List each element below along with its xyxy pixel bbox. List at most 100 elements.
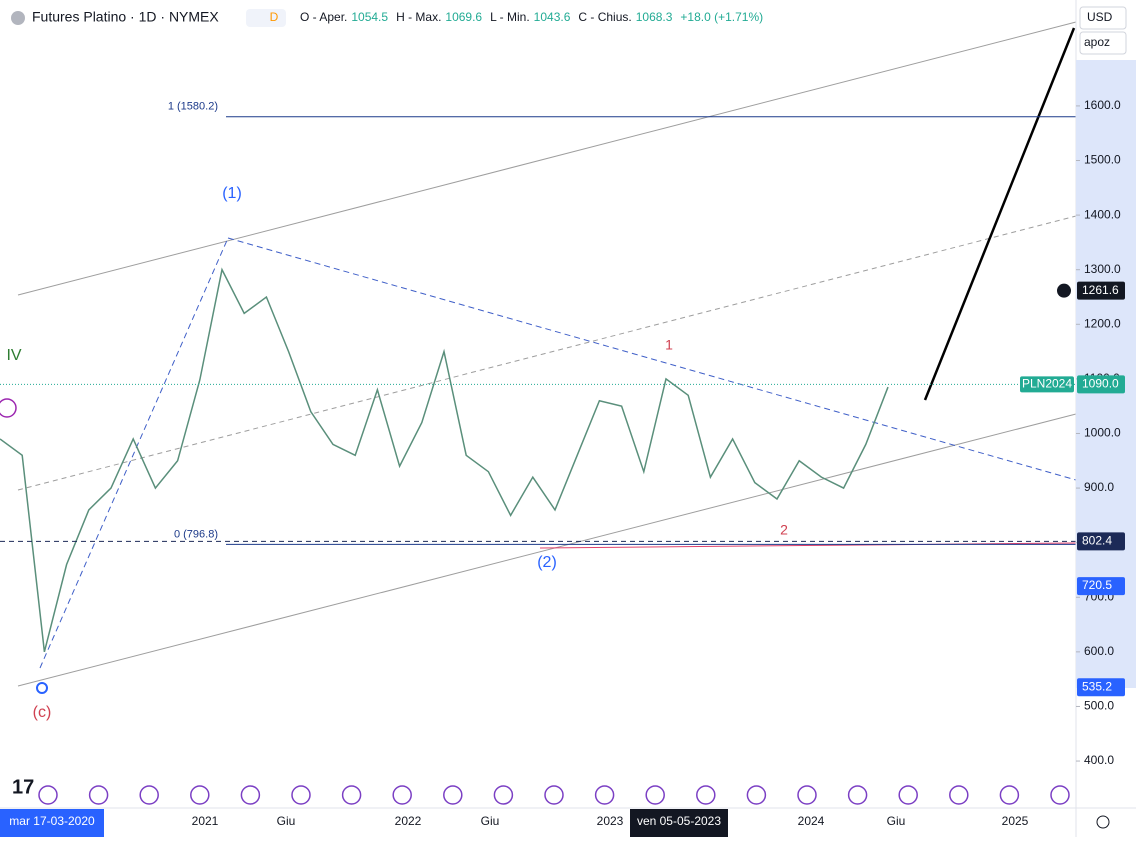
time-label: Giu bbox=[887, 814, 906, 828]
marker bbox=[0, 398, 17, 418]
price-tick-label: 600.0 bbox=[1084, 644, 1114, 658]
time-label: 2025 bbox=[1002, 814, 1029, 828]
plot: 1 (1580.2) 0 (796.8) (1) (2) 1 2 IV (c) bbox=[0, 101, 1076, 721]
price-tag bbox=[1077, 532, 1125, 551]
price-tag-label: 1090.0 bbox=[1082, 377, 1119, 391]
wave-label: (c) bbox=[33, 704, 52, 721]
badge-box bbox=[246, 9, 286, 27]
wave-1 bbox=[39, 237, 229, 669]
event-icon[interactable] bbox=[392, 785, 412, 805]
event-icon[interactable] bbox=[594, 785, 615, 805]
event-icon[interactable] bbox=[645, 785, 665, 805]
channel-mid bbox=[17, 215, 1077, 491]
price-tick-label: 400.0 bbox=[1084, 753, 1114, 767]
price-tick-label: 1600.0 bbox=[1084, 98, 1121, 112]
event-icon[interactable] bbox=[493, 785, 514, 805]
ohlc-value: 1054.5 bbox=[351, 10, 388, 24]
scale-button[interactable] bbox=[1079, 31, 1127, 55]
event-icon[interactable] bbox=[38, 785, 58, 805]
wave-label: (1) bbox=[222, 185, 242, 202]
axes: 400.0500.0600.0700.0800.0900.01000.01100… bbox=[0, 98, 1125, 837]
logo: 17 bbox=[12, 776, 34, 798]
projection bbox=[923, 27, 1076, 401]
scale-mode[interactable]: apoz bbox=[1084, 35, 1110, 49]
symbol-title: Futures Platino · 1D · NYMEX bbox=[32, 9, 219, 25]
time-label: 2023 bbox=[597, 814, 624, 828]
event-icon[interactable] bbox=[696, 785, 716, 805]
cursor-date: ven 05-05-2023 bbox=[637, 814, 721, 828]
price-tag-label: 720.5 bbox=[1082, 578, 1112, 592]
support-line bbox=[539, 542, 1077, 549]
ohlc-value: 1069.6 bbox=[445, 10, 482, 24]
event-icon[interactable] bbox=[746, 785, 767, 805]
price-tag-label: 802.4 bbox=[1082, 534, 1112, 548]
interval-badge: D bbox=[270, 10, 279, 24]
event-icon[interactable] bbox=[949, 785, 969, 805]
settings-icon[interactable] bbox=[1096, 815, 1110, 829]
fib-label: 1 (1580.2) bbox=[168, 101, 218, 113]
wave-label: (2) bbox=[537, 554, 557, 571]
ohlc-value: 1068.3 bbox=[636, 10, 673, 24]
cursor-date: mar 17-03-2020 bbox=[9, 814, 95, 828]
plus-icon[interactable] bbox=[1057, 283, 1071, 298]
event-icon[interactable] bbox=[847, 785, 868, 805]
price-tick-label: 1000.0 bbox=[1084, 426, 1121, 440]
event-icon[interactable] bbox=[544, 785, 564, 805]
event-icon[interactable] bbox=[999, 785, 1020, 805]
fib-label: 0 (796.8) bbox=[174, 528, 218, 540]
event-icon[interactable] bbox=[1050, 785, 1070, 805]
symbol-icon bbox=[11, 11, 25, 25]
drawings bbox=[0, 21, 1077, 694]
time-label: Giu bbox=[277, 814, 296, 828]
wave-label: 1 bbox=[665, 337, 673, 353]
cursor-date-box bbox=[0, 809, 104, 837]
price-line bbox=[0, 267, 889, 653]
event-icon[interactable] bbox=[898, 785, 918, 805]
ohlc-label: L - Min. bbox=[490, 10, 530, 24]
ohlc-label: C - Chius. bbox=[578, 10, 631, 24]
event-icon[interactable] bbox=[240, 785, 261, 805]
price-tick-label: 500.0 bbox=[1084, 699, 1114, 713]
ohlc-legend: O - Aper. 1054.5 H - Max. 1069.6 L - Min. 104… bbox=[300, 10, 763, 24]
symbol-tag bbox=[1020, 376, 1074, 393]
channel-top bbox=[17, 21, 1077, 296]
ohlc-value: +18.0 (+1.71%) bbox=[680, 10, 763, 24]
wave-label: 2 bbox=[780, 522, 788, 538]
symbol-tag-label: PLN2024 bbox=[1022, 377, 1072, 391]
ohlc-label: O - Aper. bbox=[300, 10, 347, 24]
event-icon[interactable] bbox=[190, 785, 210, 805]
price-tick-label: 900.0 bbox=[1084, 480, 1114, 494]
trend-down bbox=[227, 237, 1077, 481]
time-label: Giu bbox=[481, 814, 500, 828]
price-tag-label: 1261.6 bbox=[1082, 283, 1119, 297]
event-icon[interactable] bbox=[443, 785, 463, 805]
price-tick-label: 1500.0 bbox=[1084, 153, 1121, 167]
event-icon[interactable] bbox=[88, 785, 109, 805]
cursor-date-box bbox=[630, 809, 728, 837]
ohlc-label: H - Max. bbox=[396, 10, 441, 24]
price-tag-label: 535.2 bbox=[1082, 679, 1112, 693]
price-tag bbox=[1077, 375, 1125, 394]
event-icon[interactable] bbox=[291, 785, 311, 805]
channel-bottom bbox=[17, 413, 1077, 687]
time-label: 2024 bbox=[798, 814, 825, 828]
event-icon[interactable] bbox=[341, 785, 362, 805]
currency-button[interactable] bbox=[1079, 6, 1127, 30]
event-icon[interactable] bbox=[139, 785, 159, 805]
marker bbox=[36, 682, 48, 694]
price-tag bbox=[1077, 577, 1125, 596]
price-tag bbox=[1077, 281, 1125, 300]
wave-label: IV bbox=[6, 347, 21, 364]
time-label: 2022 bbox=[395, 814, 422, 828]
event-icon[interactable] bbox=[797, 785, 817, 805]
ohlc-value: 1043.6 bbox=[534, 10, 571, 24]
price-tick-label: 1300.0 bbox=[1084, 262, 1121, 276]
price-tag bbox=[1077, 678, 1125, 697]
currency[interactable]: USD bbox=[1087, 10, 1113, 24]
price-tick-label: 1400.0 bbox=[1084, 207, 1121, 221]
price-tick-label: 1200.0 bbox=[1084, 316, 1121, 330]
time-label: 2021 bbox=[192, 814, 219, 828]
